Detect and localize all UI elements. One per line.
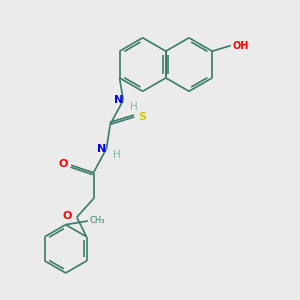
Text: OH: OH (232, 40, 249, 51)
Text: N: N (98, 143, 107, 154)
Text: O: O (63, 211, 72, 221)
Text: S: S (138, 112, 146, 122)
Text: H: H (113, 150, 121, 160)
Text: O: O (59, 160, 68, 170)
Text: N: N (114, 95, 123, 105)
Text: CH₃: CH₃ (90, 217, 105, 226)
Text: H: H (130, 102, 137, 112)
